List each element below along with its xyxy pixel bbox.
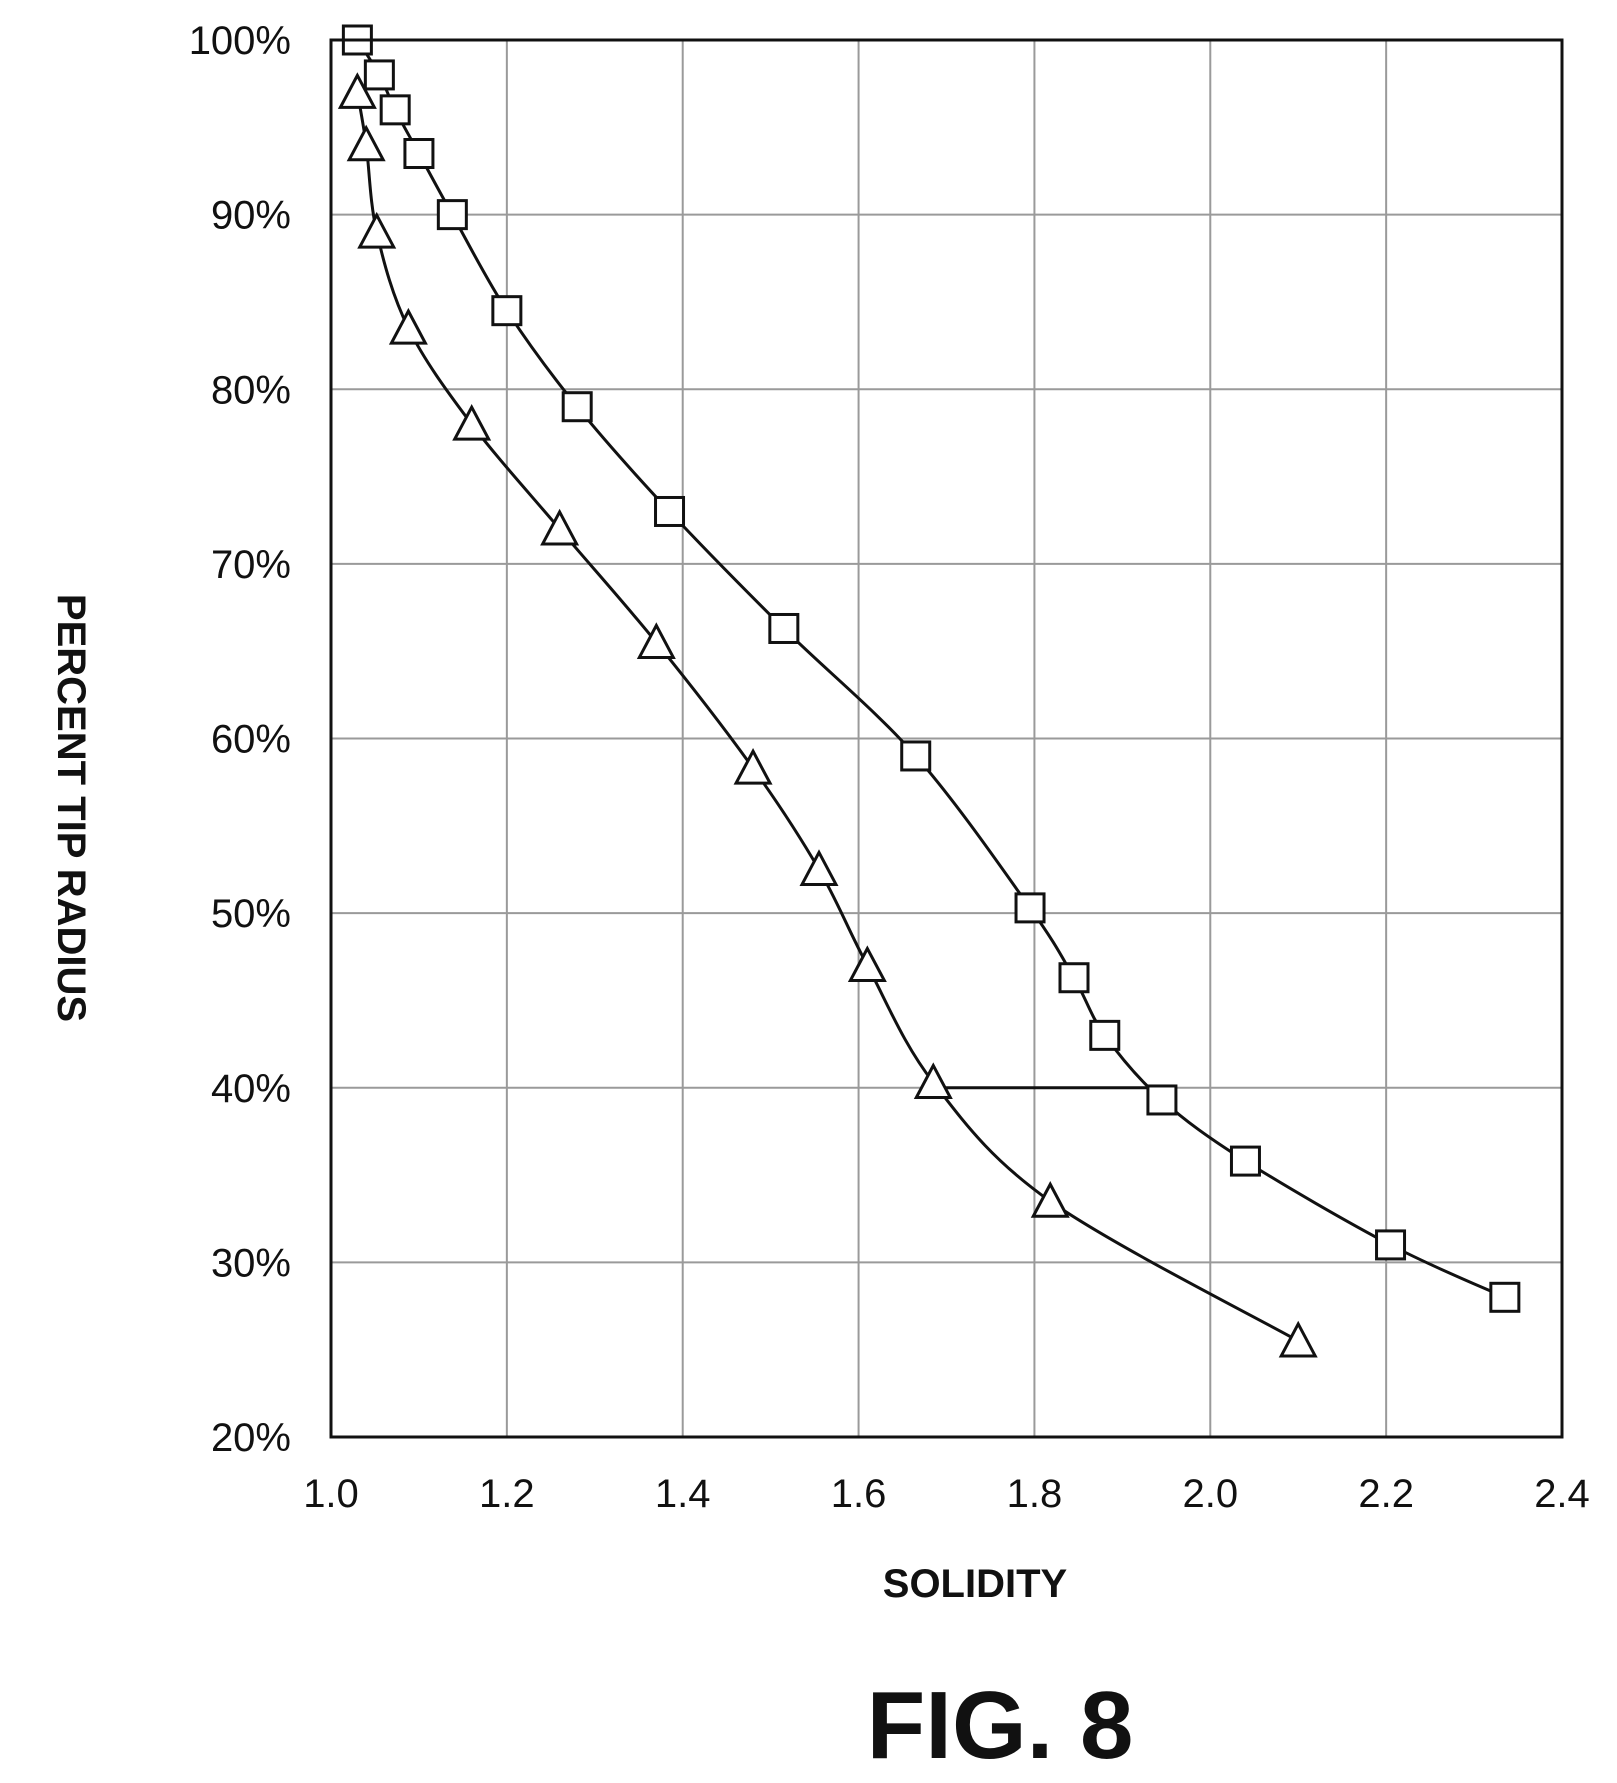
triangle-marker [847,945,887,983]
series-lines [355,39,1506,1343]
y-tick-label: 100% [189,19,291,63]
x-tick-labels: 1.0 1.2 1.4 1.6 1.8 2.0 2.2 2.4 [303,1472,1590,1516]
square-marker [768,612,800,644]
y-axis-title: PERCENT TIP RADIUS [49,594,93,1022]
square-marker [1229,1145,1261,1177]
triangle-marker [452,403,492,441]
y-tick-label: 40% [211,1067,291,1111]
y-tick-label: 30% [211,1241,291,1285]
y-tick-label: 20% [211,1416,291,1460]
square-marker [1489,1281,1521,1313]
triangle-marker [1030,1181,1070,1218]
square-marker [1058,962,1090,994]
y-tick-label: 80% [211,368,291,412]
triangle-series-line [355,92,1299,1343]
x-tick-label: 2.0 [1182,1472,1238,1516]
triangle-marker [540,508,580,546]
x-tick-label: 2.4 [1534,1472,1590,1516]
square-marker [363,59,395,91]
triangle-marker [346,124,386,162]
x-tick-label: 1.8 [1007,1472,1063,1516]
triangle-marker [1278,1320,1318,1358]
square-marker [1089,1019,1121,1051]
square-marker [436,199,468,231]
x-tick-label: 1.0 [303,1472,359,1516]
x-tick-label: 2.2 [1358,1472,1414,1516]
triangle-marker [733,747,773,785]
x-tick-label: 1.6 [831,1472,887,1516]
y-tick-labels: 20% 30% 40% 50% 60% 70% 80% 90% 100% [189,19,291,1460]
square-marker [491,295,523,327]
y-tick-label: 90% [211,194,291,238]
x-tick-label: 1.4 [655,1472,711,1516]
triangle-marker [337,72,377,109]
square-marker [1146,1084,1178,1116]
square-marker [561,391,593,423]
x-tick-label: 1.2 [479,1472,535,1516]
square-series-line [356,39,1506,1299]
plot-frame [329,38,1564,1439]
square-marker [1375,1229,1407,1261]
square-marker [900,740,932,772]
square-marker [1014,892,1046,924]
grid [331,40,1562,1437]
series-markers [337,24,1521,1358]
triangle-marker [357,211,397,249]
triangle-marker [388,307,428,345]
y-tick-label: 70% [211,543,291,587]
triangle-marker [636,622,676,659]
x-axis-title: SOLIDITY [883,1562,1068,1606]
square-marker [654,495,686,527]
triangle-marker [913,1062,953,1100]
square-marker [379,94,411,126]
y-tick-label: 60% [211,718,291,762]
square-marker [403,138,435,170]
triangle-marker [799,849,839,886]
figure-label: FIG. 8 [867,1672,1134,1779]
y-tick-label: 50% [211,892,291,936]
